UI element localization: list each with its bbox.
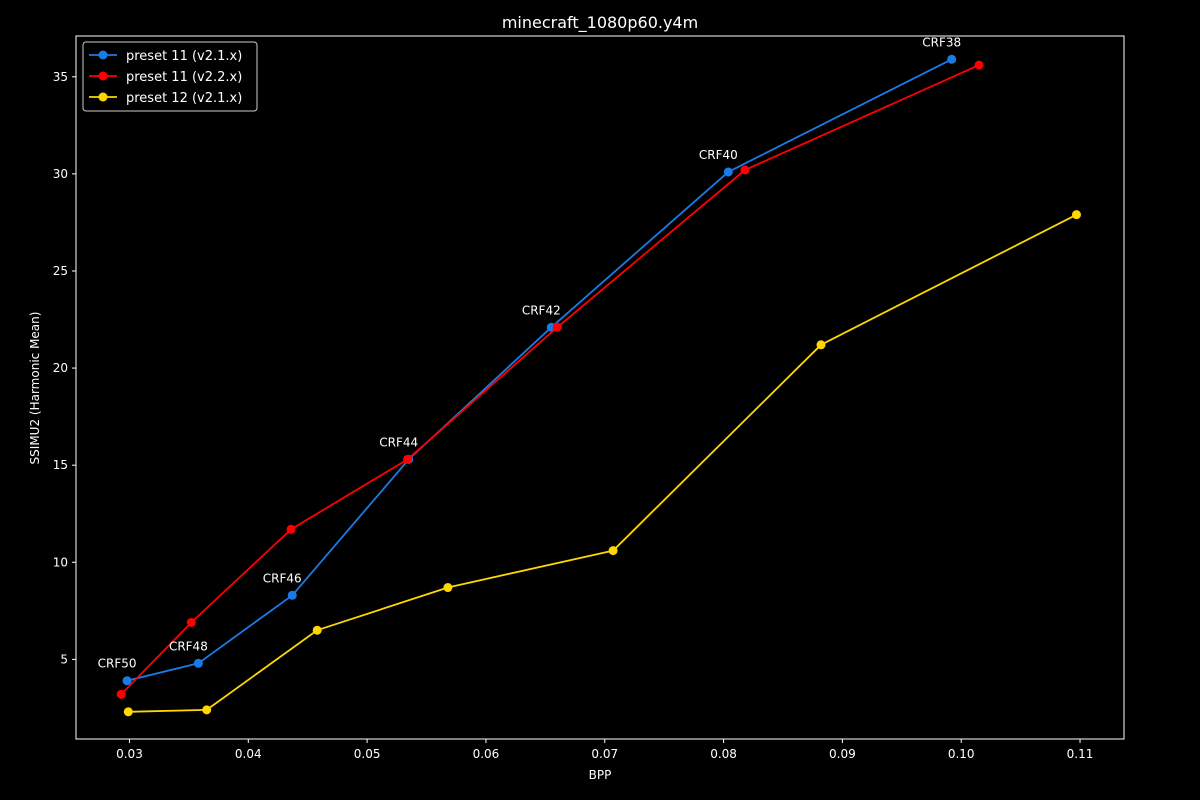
x-tick-label: 0.03 (116, 747, 143, 761)
y-tick-label: 15 (53, 458, 68, 472)
legend-label-3: preset 12 (v2.1.x) (126, 91, 242, 106)
series-2-point (974, 60, 984, 70)
x-tick-label: 0.05 (354, 747, 381, 761)
series-2-point (116, 689, 126, 699)
crf-annotation: CRF48 (169, 639, 208, 653)
x-tick-label: 0.10 (948, 747, 975, 761)
x-tick-label: 0.11 (1067, 747, 1094, 761)
y-tick-label: 30 (53, 167, 68, 181)
series-2-point (186, 617, 196, 627)
series-2-point (403, 454, 413, 464)
series-1-point (193, 658, 203, 668)
crf-annotation: CRF42 (522, 303, 561, 317)
crf-annotation: CRF46 (263, 571, 302, 585)
x-tick-label: 0.04 (235, 747, 262, 761)
y-tick-label: 35 (53, 70, 68, 84)
series-3-point (312, 625, 322, 635)
series-3-point (443, 583, 453, 593)
legend: preset 11 (v2.1.x) preset 11 (v2.2.x) pres… (82, 41, 258, 112)
series-1-point (122, 676, 132, 686)
y-axis-label: SSIMU2 (Harmonic Mean) (28, 312, 42, 465)
plot-area: 0.03 0.04 0.05 0.06 0.07 0.08 0.09 0.10 0.11 5 10 1… (53, 35, 1125, 761)
x-tick-label: 0.09 (829, 747, 856, 761)
legend-label-1: preset 11 (v2.1.x) (126, 49, 242, 64)
series-3-point (123, 707, 133, 717)
series-line-2 (120, 64, 980, 695)
series-3-point (1071, 210, 1081, 220)
y-tick-label: 20 (53, 361, 68, 375)
y-tick-label: 5 (60, 652, 68, 666)
series-1-point (947, 54, 957, 64)
series-2-point (286, 524, 296, 534)
crf-annotation: CRF44 (379, 435, 418, 449)
series-line-1 (126, 58, 953, 682)
series-3-point (608, 546, 618, 556)
series-2-point (552, 322, 562, 332)
series-1-point (287, 590, 297, 600)
x-tick-label: 0.06 (473, 747, 500, 761)
x-tick-label: 0.07 (591, 747, 618, 761)
legend-label-2: preset 11 (v2.2.x) (126, 70, 242, 85)
series-2-point (740, 165, 750, 175)
y-tick-label: 10 (53, 555, 68, 569)
crf-annotation: CRF50 (98, 657, 137, 671)
crf-annotation: CRF38 (922, 35, 961, 49)
series-3-point (816, 340, 826, 350)
legend-marker-2 (98, 71, 108, 81)
x-tick-label: 0.08 (710, 747, 737, 761)
crf-annotation: CRF40 (699, 148, 738, 162)
legend-marker-3 (98, 92, 108, 102)
legend-box (82, 41, 258, 112)
series-1-point (723, 167, 733, 177)
x-axis-label: BPP (589, 768, 612, 782)
chart-title: minecraft_1080p60.y4m (502, 13, 698, 33)
series-3-point (202, 705, 212, 715)
legend-marker-1 (98, 50, 108, 60)
y-tick-label: 25 (53, 264, 68, 278)
plot-frame (75, 35, 1125, 740)
